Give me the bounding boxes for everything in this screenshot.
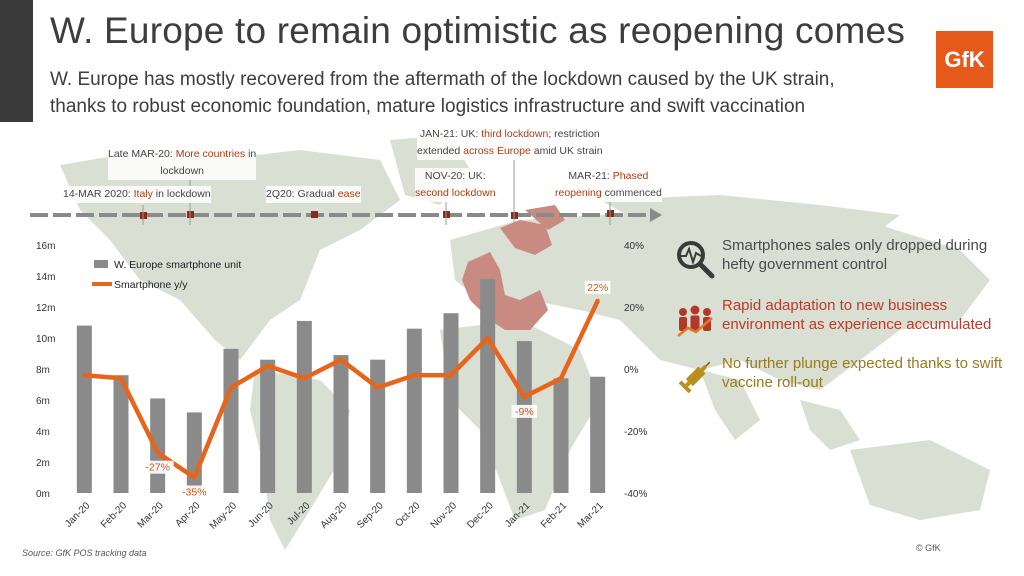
bar-feb-21 <box>553 378 569 493</box>
people-growth-icon <box>677 305 713 337</box>
x-tick-label: Aug-20 <box>319 500 350 531</box>
callout-text: Smartphones sales only dropped during he… <box>722 237 988 273</box>
x-tick-label: Feb-21 <box>539 500 569 530</box>
y-right-tick-label: -20% <box>624 427 647 438</box>
timeline-event-second-lockdown: NOV-20: UK: second lockdown <box>415 168 496 202</box>
x-tick-label: May-20 <box>208 500 240 532</box>
x-tick-label: Jan-20 <box>63 500 93 530</box>
bar-jan-20 <box>76 325 92 493</box>
vaccine-syringe-icon <box>678 361 711 394</box>
x-tick-label: Mar-20 <box>136 500 166 530</box>
y-left-tick-label: 2m <box>36 458 50 469</box>
y-right-tick-label: -40% <box>624 489 647 500</box>
x-tick-label: Apr-20 <box>173 500 202 529</box>
y-right-tick-label: 20% <box>624 303 644 314</box>
data-label-bg <box>511 404 538 418</box>
y-left-tick-label: 4m <box>36 427 50 438</box>
bar-aug-20 <box>333 355 349 493</box>
data-label-bg <box>178 485 211 499</box>
x-tick-label: Jan-21 <box>503 500 533 530</box>
x-tick-label: Jun-20 <box>246 500 276 530</box>
line-point <box>265 363 270 368</box>
bar-jul-20 <box>296 320 312 493</box>
data-label-bg <box>584 280 611 294</box>
data-label: -35% <box>182 487 207 499</box>
y-left-tick-label: 10m <box>36 334 55 345</box>
bar-oct-20 <box>406 328 422 493</box>
line-point <box>559 376 563 381</box>
y-left-tick-label: 6m <box>36 396 50 407</box>
timeline-arrow-icon <box>650 208 662 222</box>
line-point <box>229 385 233 390</box>
y-left-tick-label: 0m <box>36 489 50 500</box>
bar-sep-20 <box>370 359 386 493</box>
timeline-event-gradual-ease: 2Q20: Gradual ease <box>266 186 361 203</box>
search-pulse-icon <box>677 241 715 279</box>
timeline-event-italy: 14-MAR 2020: Italy in lockdown <box>63 186 211 203</box>
data-label: -27% <box>145 462 170 474</box>
timeline-event-phased-reopening: MAR-21: Phased reopening commenced <box>555 168 662 202</box>
subtitle-line-2: thanks to robust economic foundation, ma… <box>50 96 806 117</box>
y-right-tick-label: 40% <box>624 241 644 252</box>
bar-jun-20 <box>260 359 276 493</box>
y-left-tick-label: 16m <box>36 241 55 252</box>
bar-feb-20 <box>113 375 129 493</box>
line-point <box>595 298 600 303</box>
line-point <box>192 475 197 480</box>
callout-vaccine: No further plunge expected thanks to swi… <box>672 354 1017 404</box>
y-left-tick-label: 12m <box>36 303 55 314</box>
y-left-tick-label: 8m <box>36 365 50 376</box>
legend-label-line: Smartphone y/y <box>114 279 188 291</box>
timeline-event-more-countries: Late MAR-20: More countries in lockdown <box>108 146 257 180</box>
x-tick-label: Mar-21 <box>576 500 606 530</box>
x-tick-label: Nov-20 <box>429 500 460 531</box>
bar-nov-20 <box>443 313 459 493</box>
line-point <box>522 394 527 399</box>
x-tick-label: Oct-20 <box>393 500 422 529</box>
line-point <box>412 373 417 378</box>
line-point <box>119 376 123 381</box>
page-title: W. Europe to remain optimistic as reopen… <box>50 10 906 51</box>
line-point <box>339 357 343 362</box>
bar-may-20 <box>223 348 239 493</box>
x-tick-label: Dec-20 <box>465 500 496 531</box>
timeline-event-third-lockdown: JAN-21: UK: third lockdown; restriction … <box>417 126 603 160</box>
bar-dec-20 <box>480 279 496 493</box>
line-point <box>302 376 307 381</box>
x-tick-label: Sep-20 <box>355 500 386 531</box>
callout-rapid-adaptation: Rapid adaptation to new business environ… <box>672 296 1017 346</box>
page-subtitle: W. Europe has mostly recovered from the … <box>50 66 930 120</box>
line-point <box>375 385 380 390</box>
data-label: -9% <box>515 406 534 418</box>
x-tick-label: Feb-20 <box>99 500 129 530</box>
timeline-marker <box>311 211 318 218</box>
x-tick-label: Jul-20 <box>285 500 312 527</box>
data-label-bg <box>141 460 174 474</box>
callout-sales-drop: Smartphones sales only dropped during he… <box>672 236 1017 286</box>
subtitle-line-1: W. Europe has mostly recovered from the … <box>50 69 835 90</box>
callout-text: No further plunge expected thanks to swi… <box>722 355 1003 391</box>
bar-mar-21 <box>590 376 606 493</box>
line-point <box>155 450 160 455</box>
source-note: Source: GfK POS tracking data <box>22 548 147 558</box>
copyright-note: © GfK <box>916 543 941 553</box>
line-point <box>485 336 490 340</box>
y-right-tick-label: 0% <box>624 365 639 376</box>
legend-swatch-bar <box>94 260 108 268</box>
callout-text: Rapid adaptation to new business environ… <box>722 297 992 333</box>
data-label: 22% <box>587 282 608 294</box>
y-left-tick-label: 14m <box>36 272 55 283</box>
bar-apr-20 <box>186 412 202 493</box>
title-accent-bar <box>0 0 33 122</box>
gfk-logo: GfK <box>936 31 993 88</box>
line-point <box>449 373 453 378</box>
legend-label-bar: W. Europe smartphone unit <box>114 259 241 271</box>
line-point <box>82 373 87 378</box>
